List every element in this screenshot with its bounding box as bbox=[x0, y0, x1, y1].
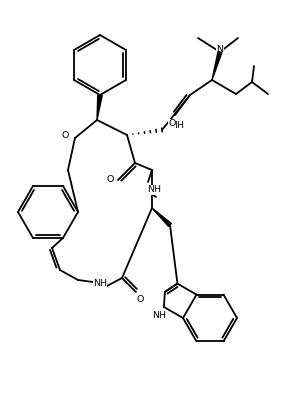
Text: NH: NH bbox=[170, 120, 184, 130]
Polygon shape bbox=[97, 95, 102, 120]
Text: O: O bbox=[168, 120, 176, 128]
Text: O: O bbox=[61, 130, 69, 140]
Text: N: N bbox=[216, 46, 224, 54]
Text: O: O bbox=[136, 296, 144, 304]
Polygon shape bbox=[152, 208, 171, 226]
Text: NH: NH bbox=[147, 186, 161, 194]
Text: NH: NH bbox=[152, 310, 166, 320]
Text: NH: NH bbox=[93, 280, 107, 288]
Text: O: O bbox=[106, 176, 114, 184]
Polygon shape bbox=[212, 52, 222, 80]
